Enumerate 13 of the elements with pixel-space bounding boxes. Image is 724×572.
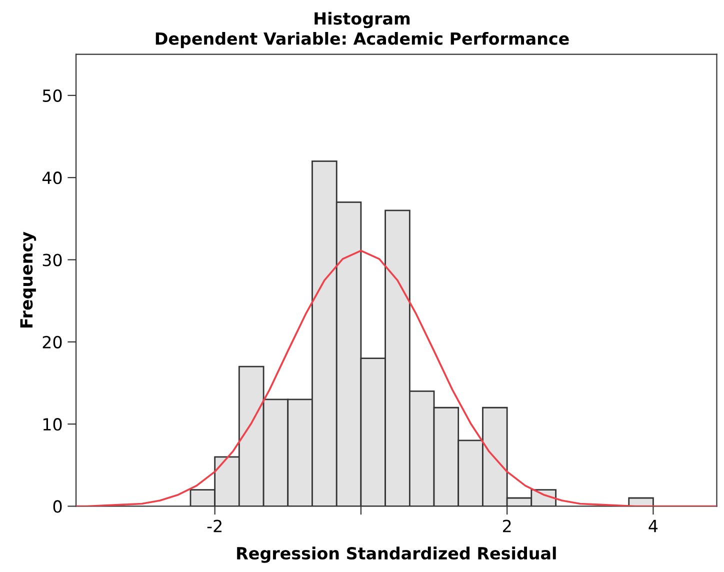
x-tick-label: -2: [207, 520, 222, 532]
y-tick-label: 40: [42, 172, 62, 184]
x-axis-title: Regression Standardized Residual: [237, 546, 556, 563]
x-tick-label: 4: [648, 520, 658, 532]
y-tick-label: 10: [43, 418, 62, 431]
y-tick-label: 0: [53, 500, 62, 513]
y-axis-title: Frequency: [20, 232, 36, 328]
chart-title: Histogram: [314, 12, 410, 28]
y-tick-label: 20: [42, 336, 62, 348]
y-tick-label: 50: [42, 89, 62, 102]
y-tick-label: 30: [42, 254, 62, 266]
chart-subtitle: Dependent Variable: Academic Performance: [156, 32, 569, 48]
x-tick-label: 2: [502, 520, 511, 532]
